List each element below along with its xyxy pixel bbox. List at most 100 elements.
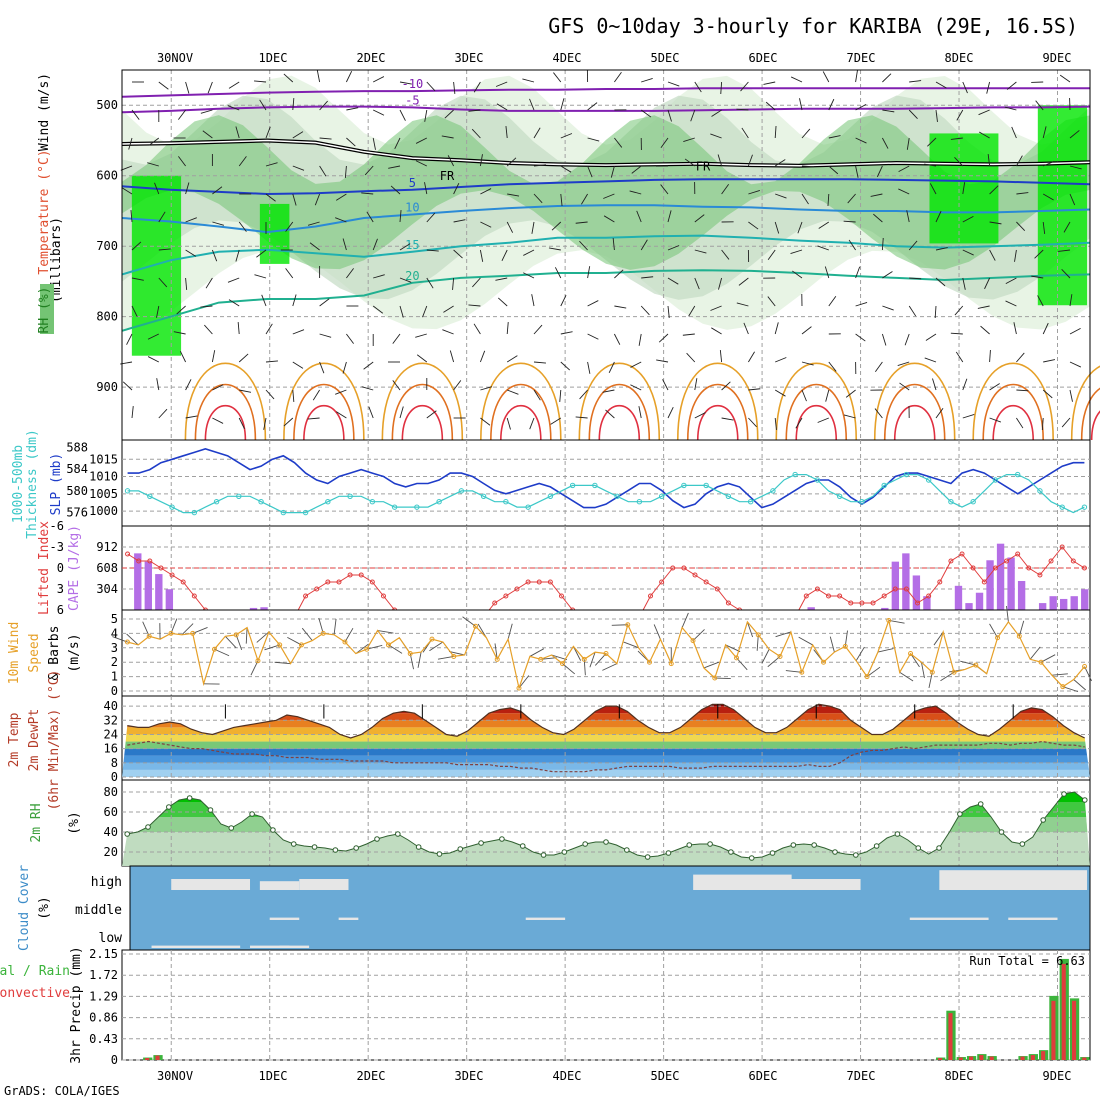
warm-contour (303, 404, 345, 441)
wind-speed-marker (929, 669, 935, 675)
wind-barb (855, 266, 861, 279)
wind-barb (767, 656, 781, 668)
rh-marker (457, 846, 464, 852)
lifted-index-marker (1059, 544, 1065, 550)
wind-barb (156, 305, 160, 318)
date-label-bottom: 9DEC (1043, 1069, 1072, 1083)
freezing-level-label: FR (696, 159, 711, 173)
wind-barb (725, 644, 741, 653)
wind-barb (372, 305, 384, 314)
wind-barb (640, 109, 652, 118)
temp2m-grid (122, 696, 1090, 780)
wind-barb (158, 81, 169, 90)
wind-barb (531, 221, 535, 234)
warm-contour (1070, 365, 1100, 441)
rh-marker (519, 843, 526, 849)
wind-barb (235, 249, 240, 262)
lifted-index-marker (681, 565, 687, 571)
wind-barb (429, 641, 444, 652)
wind-barb (1061, 269, 1071, 279)
precip-convective-bar (1030, 1055, 1035, 1060)
wind-barb (984, 277, 991, 290)
precip-tick-label: 0.43 (89, 1032, 118, 1046)
wind-barb (897, 361, 910, 366)
date-label-bottom: 7DEC (847, 1069, 876, 1083)
wind-barb (855, 70, 858, 83)
wind-speed-marker (472, 623, 478, 629)
wind-barb (112, 636, 128, 643)
wind-barb (928, 672, 933, 689)
wind-barb (718, 277, 723, 290)
date-label-bottom: 5DEC (651, 1069, 680, 1083)
wind-barb (131, 277, 144, 281)
thickness-marker (1037, 488, 1043, 494)
wind-barb (131, 305, 138, 317)
cloud-layer-blocks (151, 870, 1088, 948)
lifted-index-marker (514, 586, 520, 592)
wind-barb (955, 351, 964, 363)
wind-barb (238, 417, 245, 429)
lifted-index-marker (826, 593, 832, 599)
wind-barb (212, 186, 223, 195)
cape-bar (954, 585, 963, 610)
wind-barb (717, 154, 723, 167)
wind-barb (479, 350, 486, 363)
wind-barb (292, 329, 305, 335)
wind-speed-marker (190, 630, 196, 636)
lifted-index-marker (180, 579, 186, 585)
wind-barb (822, 71, 830, 83)
wind-barb (818, 221, 830, 229)
wind-speed-marker (494, 656, 500, 662)
precip-convective-bar (1061, 963, 1066, 1060)
wind-barb (950, 137, 963, 140)
lifted-index-marker (937, 579, 943, 585)
date-label-top: 6DEC (749, 51, 778, 65)
rh-marker (790, 842, 797, 848)
wind-barb (292, 361, 304, 369)
wind-speed-marker (842, 643, 848, 649)
wind-barb (292, 165, 305, 171)
wind-barb (801, 361, 814, 366)
wind-barb (560, 295, 567, 307)
wind-barb (909, 277, 922, 280)
lifted-index-marker (191, 593, 197, 599)
wind-barb (989, 185, 999, 195)
wind-barb (185, 217, 197, 223)
wind-barb (719, 350, 723, 363)
wind-barb (980, 325, 990, 335)
wind-barb (307, 417, 320, 420)
wind-barb (158, 277, 168, 288)
wind-barb (640, 305, 650, 316)
wind-barb (801, 128, 811, 139)
wind-barb (686, 352, 696, 363)
rh-marker (353, 845, 359, 851)
wind-barb (602, 663, 618, 671)
lifted-index-marker (1081, 565, 1087, 571)
pressure-tick-label: 700 (96, 239, 118, 253)
wind-barb (531, 294, 535, 307)
precip-convective-bar (1041, 1051, 1046, 1060)
date-label-top: 1DEC (259, 51, 288, 65)
wind-barb (877, 648, 894, 653)
cape-bar (912, 575, 921, 610)
lifted-index-marker (492, 600, 498, 606)
lifted-index-tick-label: -6 (50, 519, 64, 533)
wind10m-barbs-label: & Barbs (47, 626, 62, 681)
wind-barb (346, 333, 354, 344)
wind-barb (1034, 249, 1044, 259)
cape-bar (144, 561, 152, 610)
wind-barb (559, 389, 562, 402)
precip-tick-label: 0 (111, 1053, 118, 1067)
wind-barb (265, 360, 278, 363)
lifted-index-marker (714, 586, 720, 592)
wind-barb (978, 109, 990, 116)
wind-barb (909, 80, 922, 83)
precip-convective-bar (979, 1055, 984, 1060)
cape-bar (965, 603, 973, 610)
wind-barb (394, 137, 401, 149)
wind-speed-marker (1082, 664, 1088, 670)
wind-barb (608, 361, 615, 373)
wind-barb (940, 671, 955, 682)
wind-barb (507, 623, 513, 640)
thickness-marker (258, 499, 264, 505)
